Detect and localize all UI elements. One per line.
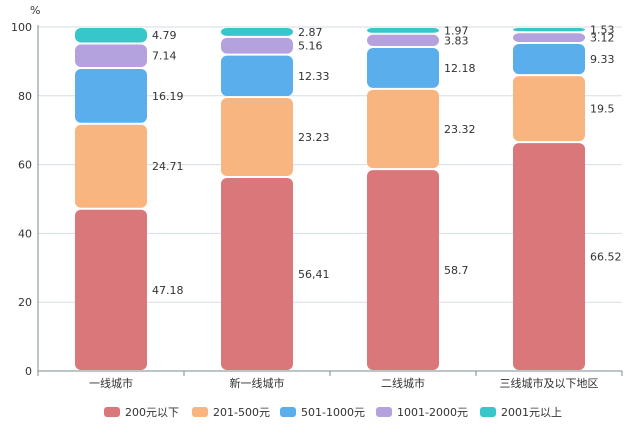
x-tick-label: 二线城市 (381, 376, 425, 390)
bar-segment (221, 177, 293, 370)
y-axis: 0 20 40 60 80 100% (11, 4, 40, 378)
bar-segment (513, 143, 585, 370)
data-label: 7.14 (152, 50, 177, 63)
bar-stacks (75, 27, 585, 370)
data-label: 66.52 (590, 251, 622, 264)
bar-segment (367, 47, 439, 88)
data-label: 16.19 (152, 90, 184, 103)
data-label: 12.18 (444, 62, 476, 75)
data-label: 58.7 (444, 264, 469, 277)
bar-segment (367, 170, 439, 370)
bar-segment (367, 34, 439, 46)
bar-segment (513, 33, 585, 42)
data-label: 4.79 (152, 29, 177, 42)
legend-swatch (104, 407, 120, 417)
legend-swatch (480, 407, 496, 417)
y-tick-label: 60 (18, 159, 32, 172)
y-tick-label: 40 (18, 227, 32, 240)
bar-segment (513, 43, 585, 75)
legend-swatch (192, 407, 208, 417)
legend-swatch (376, 407, 392, 417)
y-tick-label: 20 (18, 296, 32, 309)
bar-segment (221, 28, 293, 36)
legend-label: 2001元以上 (501, 406, 562, 419)
data-label: 47.18 (152, 284, 184, 297)
bar-segment (75, 209, 147, 370)
data-label: 24.71 (152, 160, 184, 173)
bar-segment (221, 37, 293, 54)
bar-segment (75, 44, 147, 68)
x-tick-label: 三线城市及以下地区 (500, 376, 599, 390)
data-labels: 47.18 24.71 16.19 7.14 4.79 56,41 23.23 12.33 5.… (152, 24, 622, 297)
data-label: 3.83 (444, 34, 469, 47)
y-axis-title: % (30, 4, 40, 17)
bar-segment (513, 76, 585, 142)
bar-segment (513, 28, 585, 32)
data-label: 19.5 (590, 103, 615, 116)
x-tick-label: 一线城市 (89, 376, 133, 390)
data-label: 9.33 (590, 53, 615, 66)
x-tick-label: 新一线城市 (230, 376, 285, 390)
data-label: 5.16 (298, 40, 323, 53)
bar-segment (75, 124, 147, 208)
data-label: 23.23 (298, 131, 330, 144)
legend-label: 201-500元 (213, 406, 270, 419)
bar-segment (367, 89, 439, 169)
data-label: 2.87 (298, 26, 323, 39)
legend: 200元以下 201-500元 501-1000元 1001-2000元 2001元以上 (104, 406, 562, 419)
legend-label: 501-1000元 (301, 406, 365, 419)
y-tick-label: 80 (18, 90, 32, 103)
data-label: 1.53 (590, 24, 615, 37)
data-label: 3.12 (590, 32, 615, 45)
legend-label: 200元以下 (125, 406, 179, 419)
legend-swatch (280, 407, 296, 417)
data-label: 56,41 (298, 268, 330, 281)
bar-segment (367, 28, 439, 33)
y-tick-label: 100 (11, 21, 32, 34)
data-label: 23.32 (444, 123, 476, 136)
data-label: 1.97 (444, 24, 469, 37)
x-axis: 一线城市 新一线城市 二线城市 三线城市及以下地区 (37, 370, 623, 390)
legend-label: 1001-2000元 (397, 406, 468, 419)
bar-segment (75, 69, 147, 123)
y-tick-label: 0 (25, 365, 32, 378)
bar-segment (221, 98, 293, 176)
data-label: 12.33 (298, 70, 330, 83)
bar-segment (221, 55, 293, 97)
bar-segment (75, 27, 147, 43)
